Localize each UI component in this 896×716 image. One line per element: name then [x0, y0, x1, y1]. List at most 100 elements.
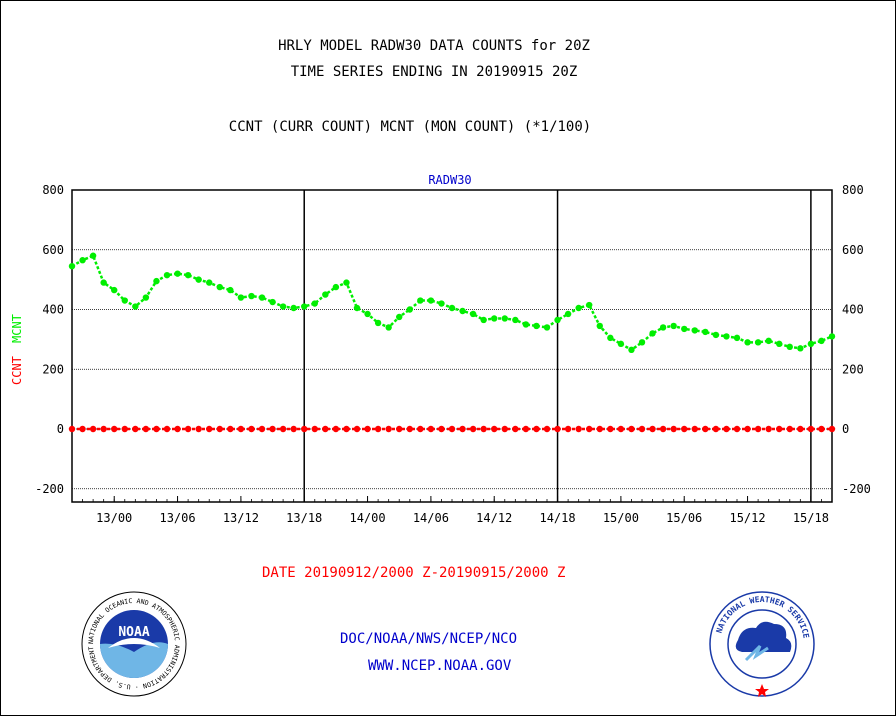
data-point-mcnt	[301, 303, 308, 310]
data-point-mcnt	[469, 310, 477, 318]
data-point-mcnt	[501, 315, 508, 322]
data-point-ccnt	[491, 425, 498, 433]
website-link[interactable]: WWW.NCEP.NOAA.GOV	[368, 658, 512, 674]
data-point-ccnt	[607, 425, 614, 433]
data-point-ccnt	[184, 425, 192, 433]
data-point-ccnt	[322, 425, 329, 433]
data-point-ccnt	[554, 425, 561, 433]
data-point-ccnt	[396, 425, 403, 433]
data-point-mcnt	[628, 346, 635, 354]
data-point-ccnt	[195, 425, 202, 433]
data-point-mcnt	[702, 328, 709, 336]
data-point-mcnt	[491, 315, 498, 322]
data-point-ccnt	[448, 425, 456, 433]
data-point-mcnt	[279, 303, 287, 310]
x-tick-label: 14/00	[349, 511, 385, 525]
data-point-ccnt	[237, 425, 245, 433]
x-tick-label: 14/12	[476, 511, 512, 525]
data-point-ccnt	[480, 425, 487, 433]
data-point-mcnt	[564, 310, 572, 318]
data-point-ccnt	[385, 425, 392, 433]
data-point-mcnt	[322, 291, 329, 298]
data-point-mcnt	[744, 339, 751, 346]
data-point-mcnt	[248, 292, 255, 300]
grid-layer	[72, 190, 832, 502]
data-point-mcnt	[195, 276, 202, 283]
data-point-ccnt	[227, 425, 234, 433]
data-point-ccnt	[596, 425, 603, 433]
data-point-ccnt	[332, 425, 340, 433]
data-point-mcnt	[163, 271, 171, 279]
x-tick-label: 15/12	[729, 511, 765, 525]
data-point-ccnt	[723, 425, 730, 433]
x-tick-label: 15/18	[793, 511, 829, 525]
data-point-ccnt	[121, 425, 128, 433]
data-point-ccnt	[216, 425, 223, 433]
x-tick-label: 15/00	[603, 511, 639, 525]
data-point-ccnt	[174, 425, 181, 433]
data-point-mcnt	[438, 300, 445, 307]
data-point-mcnt	[385, 324, 392, 331]
data-point-mcnt	[68, 262, 76, 270]
data-point-ccnt	[712, 425, 720, 433]
data-point-mcnt	[554, 316, 561, 324]
data-point-mcnt	[543, 324, 551, 331]
x-tick-label: 14/06	[413, 511, 449, 525]
data-point-ccnt	[818, 425, 825, 433]
data-point-mcnt	[786, 343, 793, 351]
data-point-ccnt	[343, 425, 350, 433]
y-tick-label-left: 0	[57, 422, 64, 436]
data-point-ccnt	[649, 425, 656, 433]
data-point-ccnt	[258, 425, 266, 433]
data-point-mcnt	[448, 304, 456, 312]
data-point-mcnt	[638, 339, 646, 346]
data-point-mcnt	[153, 277, 160, 285]
data-point-ccnt	[269, 425, 276, 433]
data-point-ccnt	[248, 425, 255, 433]
data-point-ccnt	[417, 425, 424, 433]
y-tick-label-right: 600	[842, 243, 864, 257]
data-point-mcnt	[733, 334, 741, 342]
data-point-ccnt	[68, 425, 76, 433]
data-point-mcnt	[575, 304, 582, 312]
data-point-ccnt	[765, 425, 772, 433]
data-point-ccnt	[142, 425, 150, 433]
ylabel-ccnt: CCNT	[10, 356, 24, 385]
data-point-mcnt	[406, 306, 413, 313]
data-point-mcnt	[522, 321, 530, 328]
data-point-ccnt	[512, 425, 519, 433]
data-point-mcnt	[237, 294, 245, 301]
nws-logo-icon: NATIONAL WEATHER SERVICE	[709, 591, 815, 697]
noaa-logo-text: NOAA	[118, 625, 149, 640]
data-point-ccnt	[406, 425, 413, 433]
data-point-mcnt	[427, 297, 435, 304]
data-point-ccnt	[564, 425, 572, 433]
plot-border	[71, 189, 833, 503]
data-point-mcnt	[142, 294, 150, 301]
data-point-ccnt	[163, 425, 171, 433]
data-point-mcnt	[89, 252, 97, 259]
data-point-mcnt	[290, 304, 297, 312]
data-point-mcnt	[797, 345, 804, 352]
data-point-mcnt	[396, 313, 403, 321]
data-point-mcnt	[659, 324, 667, 331]
data-point-mcnt	[607, 334, 614, 342]
y-tick-label-left: 400	[42, 303, 64, 317]
data-point-ccnt	[628, 425, 635, 433]
data-point-mcnt	[649, 330, 656, 337]
data-point-mcnt	[121, 297, 128, 304]
noaa-logo-icon: NOAA NATIONAL OCEANIC AND ATMOSPHERIC AD…	[80, 590, 187, 697]
data-point-mcnt	[100, 279, 107, 286]
data-point-ccnt	[501, 425, 508, 433]
data-point-ccnt	[427, 425, 435, 433]
x-tick-label: 15/06	[666, 511, 702, 525]
data-point-mcnt	[670, 322, 677, 330]
data-point-mcnt	[459, 307, 466, 315]
y-tick-label-right: 0	[842, 422, 849, 436]
x-tick-label: 13/06	[159, 511, 195, 525]
data-point-mcnt	[374, 319, 382, 327]
data-point-ccnt	[659, 425, 667, 433]
data-point-ccnt	[459, 425, 466, 433]
data-point-mcnt	[818, 337, 825, 345]
data-point-ccnt	[670, 425, 677, 433]
